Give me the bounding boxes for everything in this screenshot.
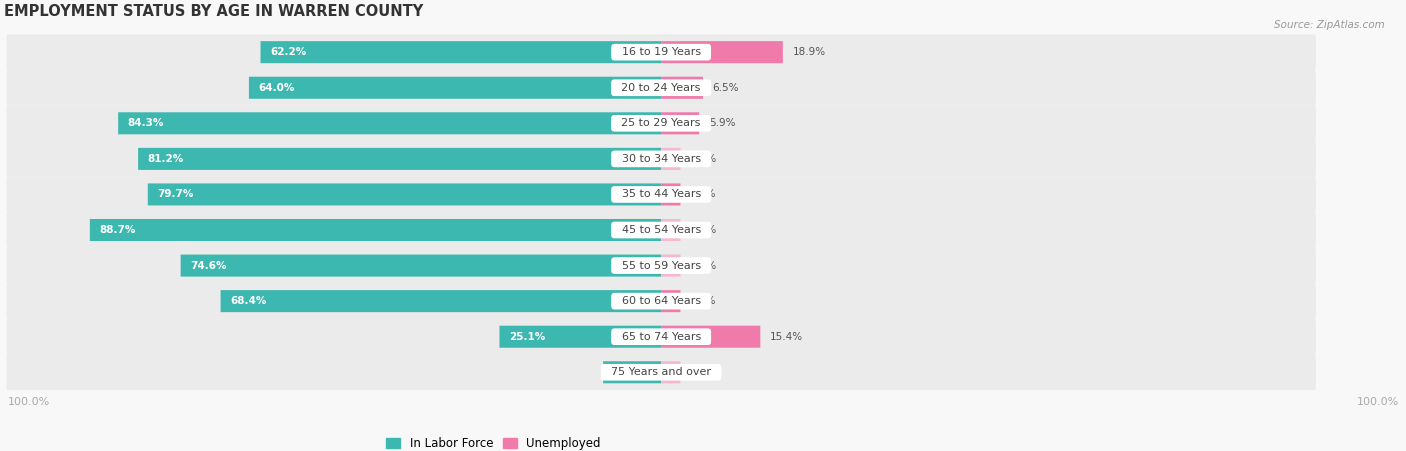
FancyBboxPatch shape [118,112,661,134]
Text: 84.3%: 84.3% [128,118,165,128]
FancyBboxPatch shape [180,254,661,276]
Text: 18.9%: 18.9% [793,47,825,57]
Text: 60 to 64 Years: 60 to 64 Years [614,296,707,306]
FancyBboxPatch shape [7,319,1316,354]
FancyBboxPatch shape [148,184,661,206]
Text: 100.0%: 100.0% [7,397,49,407]
Text: 30 to 34 Years: 30 to 34 Years [614,154,707,164]
Text: 0.0%: 0.0% [690,367,717,377]
Text: 100.0%: 100.0% [1357,397,1399,407]
Text: 1.7%: 1.7% [690,296,717,306]
FancyBboxPatch shape [661,254,681,276]
FancyBboxPatch shape [7,141,1316,177]
FancyBboxPatch shape [661,41,783,63]
FancyBboxPatch shape [138,148,661,170]
Text: 16 to 19 Years: 16 to 19 Years [614,47,707,57]
FancyBboxPatch shape [7,70,1316,106]
FancyBboxPatch shape [661,148,681,170]
FancyBboxPatch shape [7,354,1316,390]
Text: 74.6%: 74.6% [190,261,226,271]
FancyBboxPatch shape [603,361,661,383]
FancyBboxPatch shape [249,77,661,99]
Text: 75 Years and over: 75 Years and over [605,367,718,377]
FancyBboxPatch shape [661,112,699,134]
FancyBboxPatch shape [4,27,1402,397]
Text: 25.1%: 25.1% [509,331,546,342]
Text: 25 to 29 Years: 25 to 29 Years [614,118,707,128]
FancyBboxPatch shape [661,326,761,348]
Text: 1.3%: 1.3% [690,189,717,199]
FancyBboxPatch shape [661,219,681,241]
Text: 35 to 44 Years: 35 to 44 Years [614,189,707,199]
Text: 45 to 54 Years: 45 to 54 Years [614,225,707,235]
Text: Source: ZipAtlas.com: Source: ZipAtlas.com [1274,20,1385,30]
FancyBboxPatch shape [661,290,681,312]
Text: 6.5%: 6.5% [713,83,740,93]
Text: 68.4%: 68.4% [231,296,267,306]
FancyBboxPatch shape [260,41,661,63]
Text: 5.9%: 5.9% [709,118,735,128]
Text: 0.0%: 0.0% [690,261,717,271]
FancyBboxPatch shape [661,184,681,206]
Text: 20 to 24 Years: 20 to 24 Years [614,83,707,93]
Text: 9.0%: 9.0% [613,367,641,377]
Text: 79.7%: 79.7% [157,189,194,199]
Text: 62.2%: 62.2% [270,47,307,57]
Text: 55 to 59 Years: 55 to 59 Years [614,261,707,271]
Text: 0.0%: 0.0% [690,225,717,235]
FancyBboxPatch shape [7,34,1316,70]
Text: 88.7%: 88.7% [100,225,136,235]
FancyBboxPatch shape [7,106,1316,141]
FancyBboxPatch shape [7,248,1316,283]
FancyBboxPatch shape [499,326,661,348]
FancyBboxPatch shape [661,361,681,383]
FancyBboxPatch shape [221,290,661,312]
FancyBboxPatch shape [7,212,1316,248]
FancyBboxPatch shape [7,283,1316,319]
FancyBboxPatch shape [90,219,661,241]
Text: 65 to 74 Years: 65 to 74 Years [614,331,707,342]
Text: 15.4%: 15.4% [770,331,803,342]
Text: 0.0%: 0.0% [690,154,717,164]
Text: 81.2%: 81.2% [148,154,184,164]
Text: 64.0%: 64.0% [259,83,295,93]
Text: EMPLOYMENT STATUS BY AGE IN WARREN COUNTY: EMPLOYMENT STATUS BY AGE IN WARREN COUNT… [4,4,423,19]
Legend: In Labor Force, Unemployed: In Labor Force, Unemployed [387,437,600,451]
FancyBboxPatch shape [661,77,703,99]
FancyBboxPatch shape [7,177,1316,212]
